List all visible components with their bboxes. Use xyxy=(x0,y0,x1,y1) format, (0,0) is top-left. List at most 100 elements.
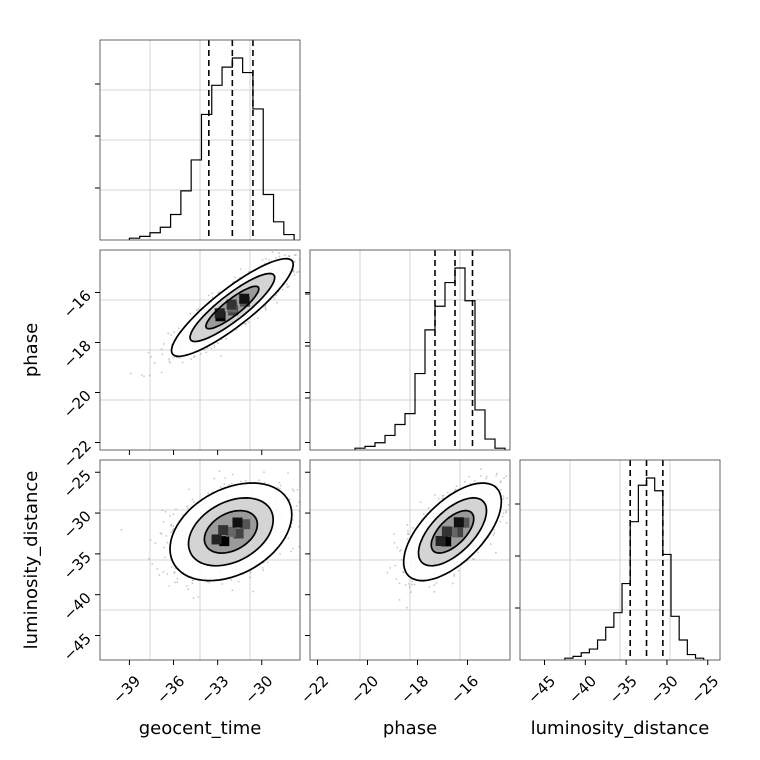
density-cell xyxy=(447,526,458,537)
sample-point xyxy=(493,529,496,531)
sample-point xyxy=(248,270,250,273)
sample-point xyxy=(160,371,163,374)
sample-point xyxy=(190,358,193,361)
sample-point xyxy=(177,327,180,330)
x-tick-label-geocent_time: −30 xyxy=(241,672,276,707)
sample-point xyxy=(262,569,265,572)
sample-point xyxy=(293,260,296,263)
sample-point xyxy=(252,590,254,593)
density-cell xyxy=(219,536,230,547)
sample-point xyxy=(243,322,246,325)
sample-point xyxy=(189,312,192,315)
sample-point xyxy=(400,549,402,551)
sample-point xyxy=(169,362,171,364)
sample-point xyxy=(395,578,398,580)
sample-point xyxy=(141,374,143,376)
sample-point xyxy=(401,571,404,574)
sample-point xyxy=(406,532,409,535)
density-cell xyxy=(453,517,464,528)
sample-point xyxy=(249,576,252,579)
sample-point xyxy=(281,288,284,291)
sample-point xyxy=(499,481,502,484)
sample-point xyxy=(457,569,460,572)
sample-point xyxy=(191,582,194,585)
sample-point xyxy=(173,356,175,359)
sample-point xyxy=(309,244,311,246)
contour-line-2 xyxy=(169,482,293,582)
sample-point xyxy=(261,567,264,569)
sample-point xyxy=(292,547,295,550)
joint-panel-geocent_time-luminosity_distance xyxy=(99,459,308,661)
sample-point xyxy=(205,351,208,354)
x-tick-label-geocent_time: −33 xyxy=(197,672,232,707)
sample-point xyxy=(303,513,305,515)
sample-point xyxy=(435,581,438,584)
sample-point xyxy=(197,308,200,310)
density-cell xyxy=(453,527,464,538)
sample-point xyxy=(208,294,210,297)
sample-point xyxy=(294,254,296,257)
hist-panel-geocent_time xyxy=(95,39,301,241)
sample-point xyxy=(192,597,195,600)
sample-point xyxy=(493,532,496,534)
joint-content xyxy=(386,468,513,609)
sample-point xyxy=(168,585,171,587)
sample-point xyxy=(468,475,471,478)
sample-point xyxy=(231,589,234,592)
hist-panel-luminosity_distance xyxy=(515,459,721,661)
sample-point xyxy=(292,269,295,271)
sample-point xyxy=(501,515,504,518)
sample-point xyxy=(170,334,172,336)
sample-point xyxy=(197,596,200,598)
y-tick-label-luminosity_distance: −40 xyxy=(60,589,95,624)
sample-point xyxy=(192,501,195,503)
histogram-geocent_time xyxy=(128,57,295,240)
sample-point xyxy=(160,348,163,351)
sample-point xyxy=(210,347,213,350)
sample-point xyxy=(275,301,278,304)
sample-point xyxy=(492,534,495,536)
sample-point xyxy=(451,582,454,585)
sample-point xyxy=(193,356,196,359)
sample-point xyxy=(213,477,216,480)
sample-point xyxy=(499,480,502,483)
x-axis-label-luminosity_distance: luminosity_distance xyxy=(531,718,710,739)
sample-point xyxy=(213,346,216,349)
sample-point xyxy=(168,514,171,517)
sample-point xyxy=(223,483,226,485)
sample-point xyxy=(160,532,163,535)
sample-point xyxy=(163,556,166,559)
sample-point xyxy=(502,512,505,515)
sample-point xyxy=(411,580,413,583)
histogram-luminosity_distance xyxy=(564,477,705,660)
sample-point xyxy=(306,503,308,505)
sample-point xyxy=(290,550,292,553)
sample-point xyxy=(172,513,175,516)
sample-point xyxy=(153,362,156,365)
sample-point xyxy=(225,337,228,340)
sample-point xyxy=(235,328,238,331)
sample-point xyxy=(398,598,401,601)
sample-point xyxy=(264,305,267,308)
sample-point xyxy=(308,233,310,235)
hist-panel-phase xyxy=(305,249,511,451)
sample-point xyxy=(283,254,286,257)
sample-point xyxy=(393,533,396,536)
sample-point xyxy=(162,571,165,573)
panel-frame xyxy=(309,249,511,451)
sample-point xyxy=(278,481,281,484)
sample-point xyxy=(218,291,221,293)
sample-point xyxy=(511,486,513,488)
x-tick-label-luminosity_distance: −30 xyxy=(647,672,682,707)
sample-point xyxy=(304,498,306,500)
sample-point xyxy=(406,538,409,541)
sample-point xyxy=(237,580,240,583)
x-tick-label-luminosity_distance: −45 xyxy=(524,672,559,707)
density-cell xyxy=(239,293,250,304)
sample-point xyxy=(161,353,164,356)
x-tick-label-phase: −16 xyxy=(447,672,482,707)
sample-point xyxy=(404,584,407,586)
y-tick-label-phase: −16 xyxy=(60,287,95,322)
sample-point xyxy=(263,471,265,474)
